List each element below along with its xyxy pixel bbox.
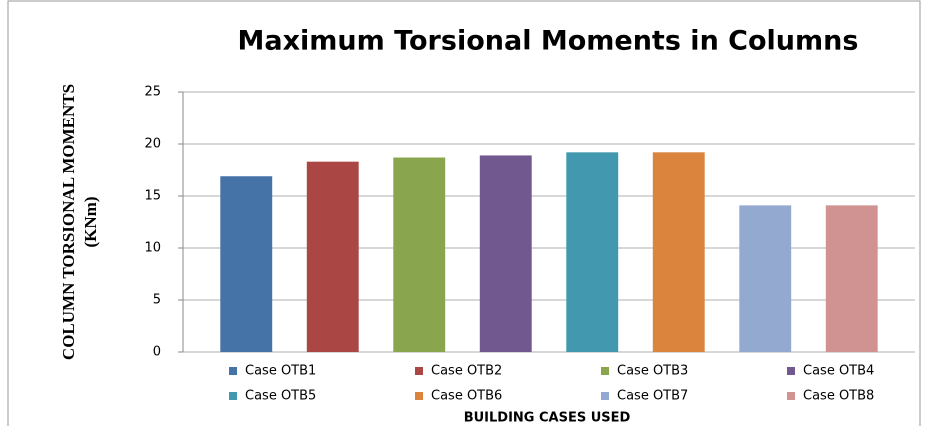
chart-title: Maximum Torsional Moments in Columns (238, 26, 859, 57)
bar (306, 161, 359, 352)
chart-border (7, 0, 921, 426)
y-axis-label: (KNm) (81, 197, 100, 248)
y-tick-label: 5 (153, 293, 161, 308)
legend-label: Case OTB7 (617, 389, 688, 404)
bar (739, 205, 792, 352)
legend-swatch (415, 392, 423, 400)
x-axis-label: BUILDING CASES USED (464, 411, 631, 426)
legend-swatch (415, 367, 423, 375)
legend-label: Case OTB2 (431, 364, 502, 379)
legend-swatch (229, 367, 237, 375)
y-tick-label: 20 (144, 137, 161, 152)
y-tick-label: 25 (144, 85, 161, 100)
legend-swatch (787, 367, 795, 375)
y-tick-label: 0 (153, 345, 161, 360)
legend-label: Case OTB6 (431, 389, 502, 404)
bar (393, 157, 446, 352)
legend-label: Case OTB8 (803, 389, 874, 404)
legend-label: Case OTB1 (245, 364, 316, 379)
bar (566, 152, 619, 352)
legend-label: Case OTB3 (617, 364, 688, 379)
bar (652, 152, 705, 352)
bar (825, 205, 878, 352)
bar (220, 176, 273, 352)
legend-label: Case OTB5 (245, 389, 316, 404)
legend-swatch (787, 392, 795, 400)
legend-swatch (229, 392, 237, 400)
legend-swatch (601, 392, 609, 400)
legend-swatch (601, 367, 609, 375)
y-tick-label: 10 (144, 241, 161, 256)
bar (479, 155, 532, 352)
y-axis-label: COLUMN TORSIONAL MOMENTS (59, 84, 78, 360)
y-tick-label: 15 (144, 189, 161, 204)
legend-label: Case OTB4 (803, 364, 874, 379)
